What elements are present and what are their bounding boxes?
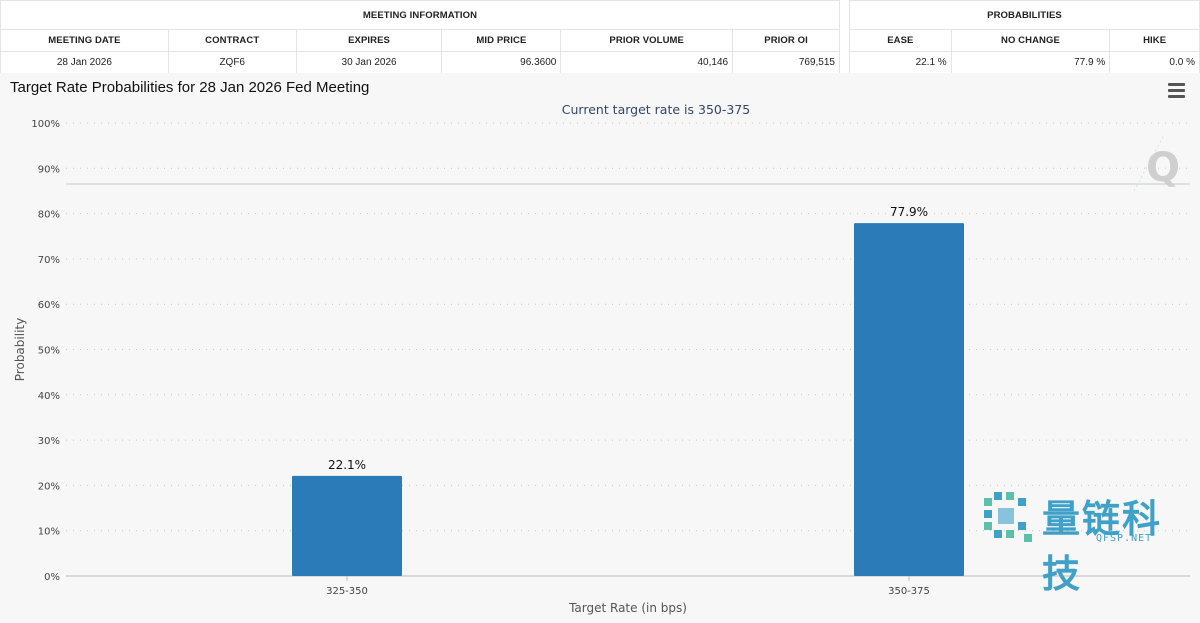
meeting-information-table: MEETING INFORMATION MEETING DATE CONTRAC… <box>0 0 840 74</box>
y-tick-label: 20% <box>38 481 60 492</box>
value-ease: 22.1 % <box>849 51 952 74</box>
header-prior-oi: PRIOR OI <box>732 29 840 52</box>
q-watermark-stroke <box>1133 134 1165 192</box>
data-label: 22.1% <box>328 458 366 472</box>
header-meeting-date: MEETING DATE <box>0 29 169 52</box>
bar-chart: 0% 10% 20% 30% 40% 50% 60% 70% 80% 90% 100% 22.1% 32… <box>13 102 1190 615</box>
chart-subtitle: Current target rate is 350-375 <box>562 102 750 117</box>
bar-325-350 <box>292 475 402 576</box>
x-tick-label: 325-350 <box>326 586 368 597</box>
brand-logo-icon <box>984 492 1032 542</box>
y-tick-label: 50% <box>38 346 60 357</box>
y-tick-label: 100% <box>31 119 60 130</box>
hamburger-menu-icon[interactable] <box>1168 83 1185 98</box>
bar-350-375 <box>854 223 964 576</box>
data-label: 77.9% <box>890 205 928 219</box>
value-meeting-date: 28 Jan 2026 <box>0 51 169 74</box>
x-axis-title: Target Rate (in bps) <box>568 601 687 615</box>
y-tick-label: 30% <box>38 436 60 447</box>
y-tick-label: 60% <box>38 300 60 311</box>
header-no-change: NO CHANGE <box>950 29 1111 52</box>
value-mid-price: 96.3600 <box>441 51 562 74</box>
value-prior-oi: 769,515 <box>732 51 840 74</box>
x-tick-label: 350-375 <box>888 586 930 597</box>
header-expires: EXPIRES <box>295 29 443 52</box>
y-tick-label: 40% <box>38 391 60 402</box>
y-tick-label: 70% <box>38 255 60 266</box>
header-hike: HIKE <box>1109 29 1200 52</box>
y-tick-label: 80% <box>38 210 60 221</box>
value-no-change: 77.9 % <box>950 51 1111 74</box>
meeting-information-title: MEETING INFORMATION <box>0 0 840 30</box>
header-prior-volume: PRIOR VOLUME <box>560 29 734 52</box>
value-contract: ZQF6 <box>167 51 297 74</box>
y-tick-label: 0% <box>44 572 60 583</box>
value-hike: 0.0 % <box>1109 51 1200 74</box>
y-axis-title: Probability <box>13 318 27 381</box>
probabilities-table: PROBABILITIES EASE NO CHANGE HIKE 22.1 %… <box>849 0 1200 74</box>
header-mid-price: MID PRICE <box>441 29 562 52</box>
probabilities-title: PROBABILITIES <box>849 0 1200 30</box>
y-tick-label: 90% <box>38 164 60 175</box>
header-ease: EASE <box>849 29 952 52</box>
watermark-brand-text: 量链科技 <box>1042 497 1163 596</box>
chart-title: Target Rate Probabilities for 28 Jan 202… <box>10 79 370 96</box>
y-tick-label: 10% <box>38 527 60 538</box>
header-contract: CONTRACT <box>167 29 297 52</box>
value-prior-volume: 40,146 <box>560 51 734 74</box>
q-watermark-icon: Q <box>1146 145 1180 191</box>
chart-panel: 0% 10% 20% 30% 40% 50% 60% 70% 80% 90% 100% 22.1% 32… <box>0 73 1200 623</box>
value-expires: 30 Jan 2026 <box>295 51 443 74</box>
watermark-brand-url: QFSP.NET <box>1096 533 1153 544</box>
